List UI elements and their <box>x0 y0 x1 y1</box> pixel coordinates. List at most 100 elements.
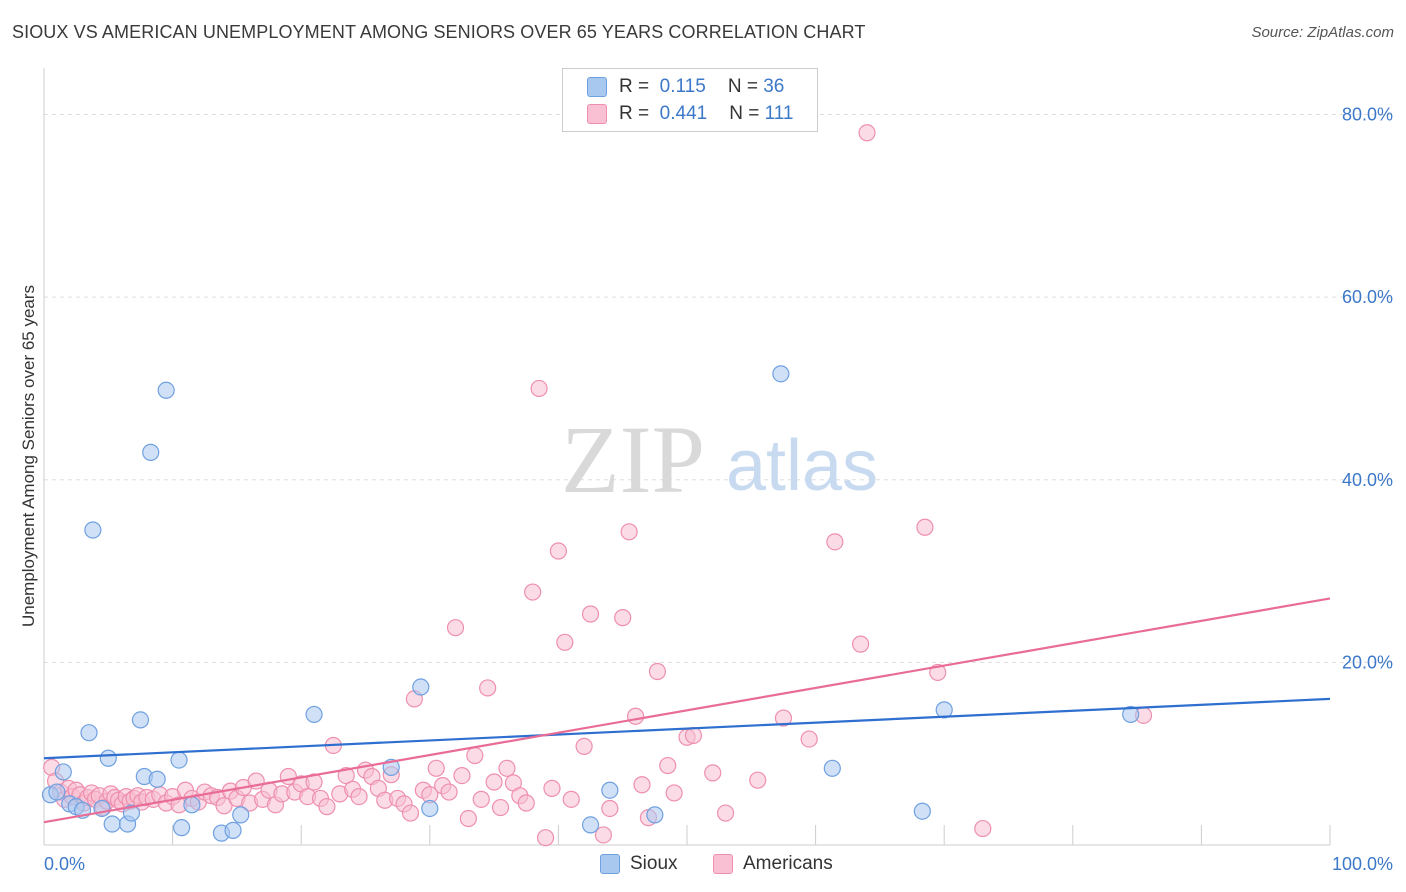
trend-lines <box>43 597 1331 824</box>
americans-point <box>536 829 555 847</box>
americans-point <box>485 773 503 791</box>
n-label: N = <box>729 103 760 124</box>
sioux-point <box>84 521 102 539</box>
americans-point <box>665 784 683 802</box>
sioux-trend-line <box>43 697 1331 760</box>
legend-row-americans: R = 0.441 N = 111 <box>587 102 794 126</box>
sioux-point <box>772 365 790 383</box>
americans-point <box>215 797 233 815</box>
americans-point <box>466 746 484 765</box>
y-tick-label: 80.0% <box>1342 105 1393 125</box>
americans-point <box>800 730 818 748</box>
grid-lines <box>44 114 1392 663</box>
legend-item-sioux[interactable]: Sioux <box>600 853 678 875</box>
americans-point <box>305 773 323 791</box>
watermark-atlas: atlas <box>726 426 878 506</box>
americans-point <box>479 679 497 697</box>
sioux-point <box>305 705 323 724</box>
n-value: 111 <box>764 103 794 124</box>
sioux-point <box>122 804 141 822</box>
sioux-point <box>54 763 72 781</box>
americans-point <box>459 809 477 828</box>
legend-item-americans[interactable]: Americans <box>713 853 833 875</box>
sioux-swatch <box>587 77 607 97</box>
sioux-point <box>232 806 250 824</box>
americans-point <box>852 635 870 653</box>
x-tick-label: 100.0% <box>1332 854 1393 874</box>
americans-point <box>530 379 548 398</box>
y-tick-label: 20.0% <box>1342 652 1393 672</box>
sioux-swatch <box>600 854 620 874</box>
legend-row-sioux: R = 0.115 N = 36 <box>587 75 784 99</box>
sioux-point <box>823 759 841 777</box>
r-label: R = <box>619 76 650 97</box>
sioux-point <box>131 711 150 729</box>
sioux-point <box>601 781 619 799</box>
sioux-points <box>41 365 1140 842</box>
sioux-point <box>148 770 166 788</box>
americans-swatch <box>587 104 607 124</box>
sioux-point <box>412 678 430 696</box>
sioux-point <box>48 783 66 801</box>
sioux-point <box>170 751 188 769</box>
americans-point <box>774 709 793 727</box>
chart-source: Source: ZipAtlas.com <box>1251 24 1394 41</box>
watermark: ZIP atlas <box>561 406 878 513</box>
sioux-point <box>157 381 175 399</box>
correlation-legend: R = 0.115 N = 36 R = 0.441 N = 111 <box>562 68 818 132</box>
americans-point <box>633 776 651 794</box>
n-label: N = <box>727 76 758 97</box>
americans-point <box>472 790 490 808</box>
americans-point <box>620 523 638 541</box>
americans-point <box>659 756 677 775</box>
americans-point <box>974 819 992 838</box>
americans-point <box>543 779 561 797</box>
r-label: R = <box>619 103 650 124</box>
americans-point <box>446 619 465 637</box>
americans-point <box>498 759 516 777</box>
sioux-point <box>421 799 439 818</box>
y-tick-label: 60.0% <box>1342 287 1393 307</box>
tick-labels: 20.0% 40.0% 60.0% 80.0% 0.0% 100.0% <box>44 105 1393 874</box>
americans-point <box>626 707 645 725</box>
r-value: 0.441 <box>659 103 708 124</box>
americans-point <box>581 605 600 623</box>
chart-title: SIOUX VS AMERICAN UNEMPLOYMENT AMONG SEN… <box>12 22 866 42</box>
americans-point <box>916 518 934 536</box>
x-tick-label: 0.0% <box>44 854 85 874</box>
americans-trend-line <box>43 597 1331 824</box>
americans-point <box>648 662 667 681</box>
americans-point <box>556 633 574 651</box>
americans-point <box>575 737 593 755</box>
americans-point <box>601 799 619 818</box>
americans-swatch <box>713 854 733 874</box>
americans-point <box>716 804 735 822</box>
y-axis-label: Unemployment Among Seniors over 65 years <box>19 285 38 627</box>
n-value: 36 <box>763 76 785 97</box>
r-value: 0.115 <box>659 76 706 97</box>
sioux-point <box>103 815 121 833</box>
americans-point <box>318 798 336 816</box>
americans-point <box>684 726 703 745</box>
sioux-point <box>224 821 242 839</box>
americans-point <box>749 771 767 789</box>
americans-point <box>614 609 632 627</box>
axes <box>43 68 1331 846</box>
americans-point <box>594 826 613 844</box>
americans-point <box>350 788 368 806</box>
americans-point <box>562 790 580 808</box>
americans-point <box>401 804 420 822</box>
sioux-point <box>173 819 191 837</box>
legend-label-americans: Americans <box>743 853 833 874</box>
sioux-point <box>142 443 160 461</box>
americans-point <box>427 759 445 777</box>
sioux-point <box>646 806 664 824</box>
americans-point <box>440 783 458 801</box>
sioux-point <box>935 701 953 719</box>
sioux-point <box>913 802 931 820</box>
watermark-zip: ZIP <box>561 406 705 513</box>
series-legend: Sioux Americans <box>0 851 1406 877</box>
americans-point <box>704 764 722 782</box>
sioux-point <box>80 724 98 742</box>
